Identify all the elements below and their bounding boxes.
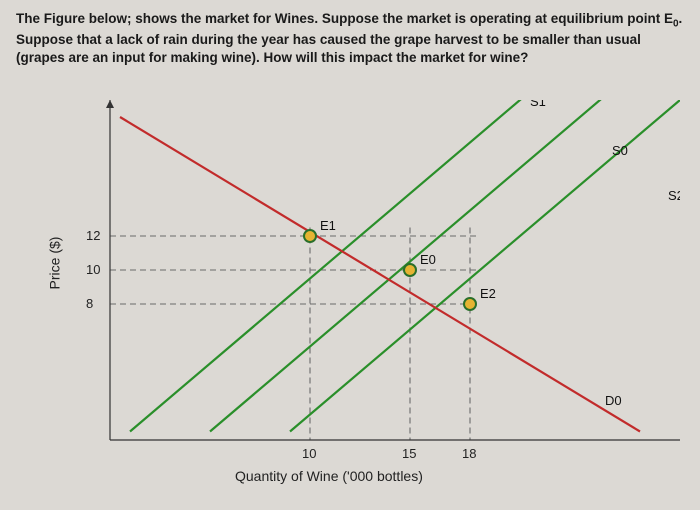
x-tick-label: 18 <box>462 446 476 461</box>
line-label-S0: S0 <box>612 143 628 158</box>
y-axis-label: Price ($) <box>46 237 62 290</box>
line-label-D0: D0 <box>605 393 622 408</box>
equilibrium-point-E0 <box>404 264 416 276</box>
q-part1: The Figure below; shows the market for W… <box>16 11 673 26</box>
chart-plot: E1 E0 E2 S1 S0 S2 D0 <box>60 100 680 450</box>
line-label-S2: S2 <box>668 188 680 203</box>
x-tick-label: 15 <box>402 446 416 461</box>
point-label-E1: E1 <box>320 218 336 233</box>
line-label-S1: S1 <box>530 100 546 109</box>
point-label-E2: E2 <box>480 286 496 301</box>
x-tick-label: 10 <box>302 446 316 461</box>
equilibrium-point-E1 <box>304 230 316 242</box>
point-label-E0: E0 <box>420 252 436 267</box>
y-tick-label: 10 <box>86 262 100 277</box>
equilibrium-point-E2 <box>464 298 476 310</box>
demand-line <box>120 117 640 432</box>
question-text: The Figure below; shows the market for W… <box>0 0 700 74</box>
y-tick-label: 8 <box>86 296 93 311</box>
y-tick-label: 12 <box>86 228 100 243</box>
x-axis-label: Quantity of Wine ('000 bottles) <box>235 468 423 484</box>
chart-svg: E1 E0 E2 S1 S0 S2 D0 <box>60 100 680 450</box>
